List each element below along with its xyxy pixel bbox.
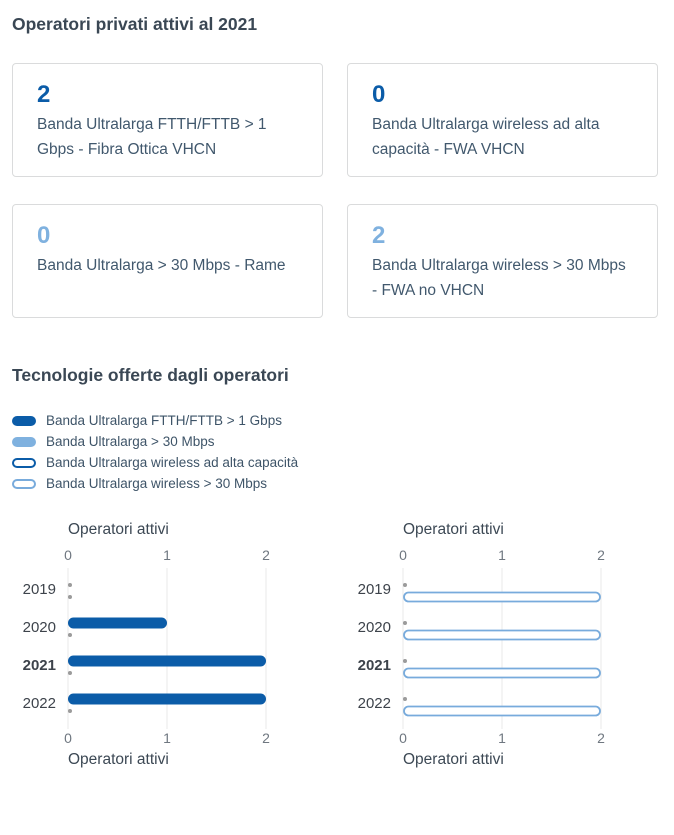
legend-swatch-outline-dark-icon [12,457,36,468]
svg-text:2020: 2020 [358,619,391,636]
stat-card-fwa-no-vhcn: 2 Banda Ultralarga wireless > 30 Mbps - … [347,204,658,318]
svg-text:1: 1 [498,730,506,746]
svg-text:1: 1 [498,547,506,563]
stat-card-rame: 0 Banda Ultralarga > 30 Mbps - Rame [12,204,323,318]
legend-item: Banda Ultralarga > 30 Mbps [12,431,662,452]
section-title-operatori-privati: Operatori privati attivi al 2021 [12,14,258,34]
svg-text:2021: 2021 [23,657,56,674]
stat-value: 0 [37,222,51,249]
stat-label: Banda Ultralarga > 30 Mbps - Rame [37,257,286,274]
charts-row: Operatori attivi 0 0 1 1 2 2 2019 2020 2021 2022 … [12,520,662,770]
bar-chart-fixed-network: 0 0 1 1 2 2 2019 2020 2021 2022 [23,547,270,746]
svg-text:0: 0 [399,547,407,563]
legend-swatch-solid-light-icon [12,436,36,447]
stat-value: 0 [372,81,386,108]
svg-text:2: 2 [262,730,270,746]
legend-swatch-outline-light-icon [12,478,36,489]
chart-legend: Banda Ultralarga FTTH/FTTB > 1 Gbps Band… [12,410,662,494]
legend-label: Banda Ultralarga > 30 Mbps [46,434,215,449]
axis-title-top: Operatori attivi [68,521,169,538]
legend-label: Banda Ultralarga FTTH/FTTB > 1 Gbps [46,413,282,428]
svg-text:2019: 2019 [358,581,391,598]
stat-label: Banda Ultralarga wireless ad alta capaci… [372,116,600,158]
axis-title-bottom: Operatori attivi [403,751,504,768]
chart-fixed-network: Operatori attivi 0 0 1 1 2 2 2019 2020 2021 2022 … [12,520,347,770]
legend-item: Banda Ultralarga wireless ad alta capaci… [12,452,662,473]
stat-cards-grid: 2 Banda Ultralarga FTTH/FTTB > 1 Gbps - … [12,63,662,318]
stat-card-ftth: 2 Banda Ultralarga FTTH/FTTB > 1 Gbps - … [12,63,323,177]
svg-text:0: 0 [64,547,72,563]
axis-title-top: Operatori attivi [403,521,504,538]
legend-item: Banda Ultralarga wireless > 30 Mbps [12,473,662,494]
bar-chart-wireless-network: 0 0 1 1 2 2 2019 2020 2021 2022 [358,547,605,746]
stat-label: Banda Ultralarga FTTH/FTTB > 1 Gbps - Fi… [37,116,267,158]
chart-wireless-network: Operatori attivi 0 0 1 1 2 2 2019 2020 2021 2022 … [347,520,674,770]
legend-label: Banda Ultralarga wireless > 30 Mbps [46,476,267,491]
svg-text:0: 0 [64,730,72,746]
stat-value: 2 [372,222,386,249]
svg-text:2022: 2022 [358,695,391,712]
svg-text:1: 1 [163,547,171,563]
stat-label: Banda Ultralarga wireless > 30 Mbps - FW… [372,257,626,299]
section-title-tecnologie: Tecnologie offerte dagli operatori [12,365,289,385]
svg-text:2021: 2021 [358,657,391,674]
legend-label: Banda Ultralarga wireless ad alta capaci… [46,455,299,470]
svg-text:2: 2 [597,730,605,746]
legend-swatch-solid-dark-icon [12,415,36,426]
stat-card-fwa-vhcn: 0 Banda Ultralarga wireless ad alta capa… [347,63,658,177]
svg-text:2022: 2022 [23,695,56,712]
legend-item: Banda Ultralarga FTTH/FTTB > 1 Gbps [12,410,662,431]
svg-text:2020: 2020 [23,619,56,636]
svg-text:2: 2 [597,547,605,563]
svg-text:2019: 2019 [23,581,56,598]
svg-text:1: 1 [163,730,171,746]
svg-text:0: 0 [399,730,407,746]
stat-value: 2 [37,81,51,108]
svg-text:2: 2 [262,547,270,563]
axis-title-bottom: Operatori attivi [68,751,169,768]
